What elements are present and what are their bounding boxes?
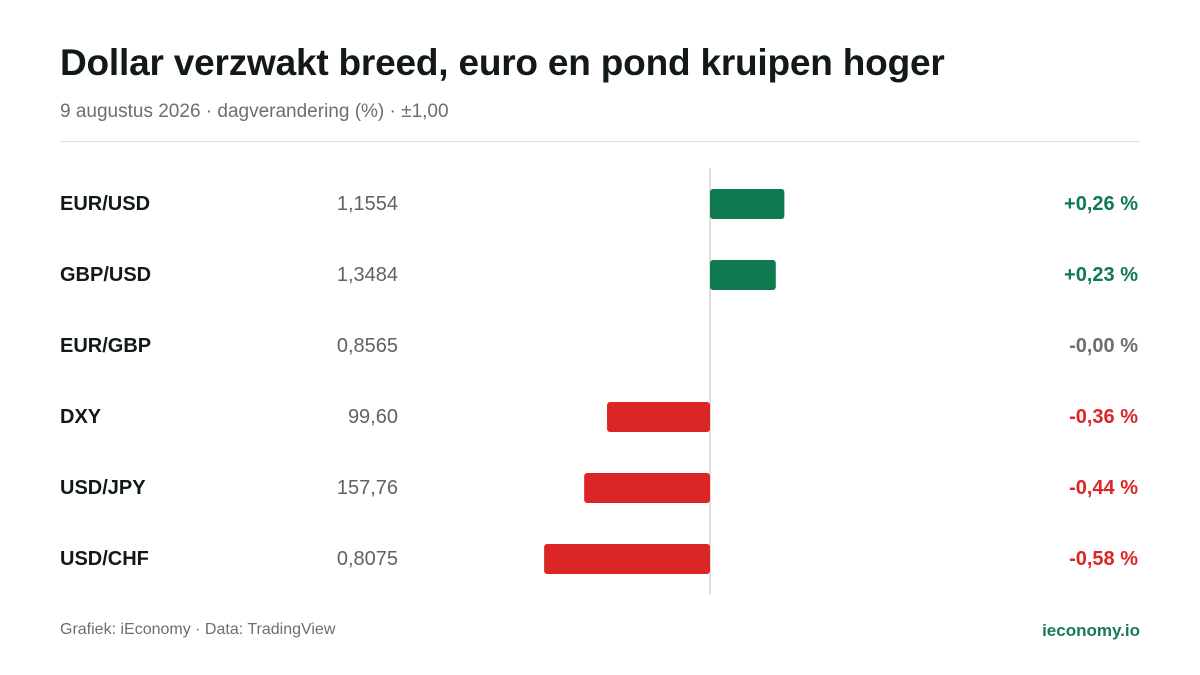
price-dxy: 99,60 bbox=[348, 406, 398, 428]
brand-link[interactable]: ieconomy.io bbox=[1042, 621, 1140, 640]
change-label-dxy: -0,36 % bbox=[1069, 406, 1138, 428]
change-bar-dxy bbox=[607, 402, 710, 432]
header-divider bbox=[60, 141, 1140, 142]
chart-subtitle: 9 augustus 2026 · dagverandering (%) · ±… bbox=[60, 101, 449, 122]
pair-label-eur-gbp: EUR/GBP bbox=[60, 335, 151, 357]
price-usd-jpy: 157,76 bbox=[337, 477, 398, 499]
price-eur-gbp: 0,8565 bbox=[337, 335, 398, 357]
pair-label-usd-chf: USD/CHF bbox=[60, 548, 149, 570]
change-label-usd-jpy: -0,44 % bbox=[1069, 477, 1138, 499]
price-usd-chf: 0,8075 bbox=[337, 548, 398, 570]
change-bar-gbp-usd bbox=[710, 260, 776, 290]
chart-title: Dollar verzwakt breed, euro en pond krui… bbox=[60, 42, 945, 83]
source-credit: Grafiek: iEconomy · Data: TradingView bbox=[60, 621, 336, 638]
change-label-eur-usd: +0,26 % bbox=[1064, 193, 1138, 215]
change-label-gbp-usd: +0,23 % bbox=[1064, 264, 1138, 286]
change-label-usd-chf: -0,58 % bbox=[1069, 548, 1138, 570]
change-label-eur-gbp: -0,00 % bbox=[1069, 335, 1138, 357]
price-gbp-usd: 1,3484 bbox=[337, 264, 398, 286]
pair-label-gbp-usd: GBP/USD bbox=[60, 264, 151, 286]
change-bar-eur-usd bbox=[710, 189, 785, 219]
change-bar-usd-jpy bbox=[584, 473, 710, 503]
pair-label-usd-jpy: USD/JPY bbox=[60, 477, 146, 499]
change-bar-usd-chf bbox=[544, 544, 710, 574]
price-eur-usd: 1,1554 bbox=[337, 193, 398, 215]
pair-label-eur-usd: EUR/USD bbox=[60, 193, 150, 215]
pair-label-dxy: DXY bbox=[60, 406, 102, 428]
